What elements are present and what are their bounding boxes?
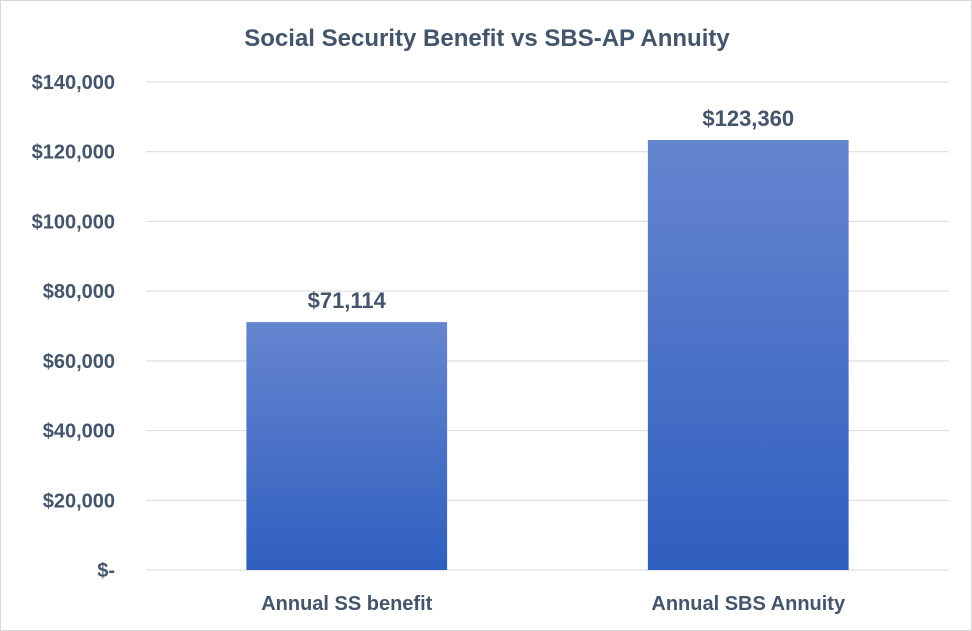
chart-title: Social Security Benefit vs SBS-AP Annuit… [244,25,730,52]
bar [647,140,849,570]
y-tick-label: $140,000 [32,72,115,94]
x-tick-label: Annual SS benefit [261,593,432,615]
y-axis-ticks: $- $20,000 $40,000 $60,000 $80,000 $100,000 $1… [32,72,115,582]
data-label: $123,360 [702,106,794,131]
y-tick-label: $20,000 [43,490,115,512]
data-label: $71,114 [308,288,387,313]
y-tick-label: $100,000 [32,211,115,233]
y-tick-label: $60,000 [43,351,115,373]
y-tick-label: $- [97,560,115,582]
data-labels: $71,114 $123,360 [308,106,795,313]
y-tick-label: $120,000 [32,142,115,164]
y-tick-label: $80,000 [43,281,115,303]
bars [246,140,849,570]
bar [246,322,448,570]
y-tick-label: $40,000 [43,421,115,443]
x-axis-ticks: Annual SS benefit Annual SBS Annuity [261,593,846,615]
x-tick-label: Annual SBS Annuity [651,593,846,615]
